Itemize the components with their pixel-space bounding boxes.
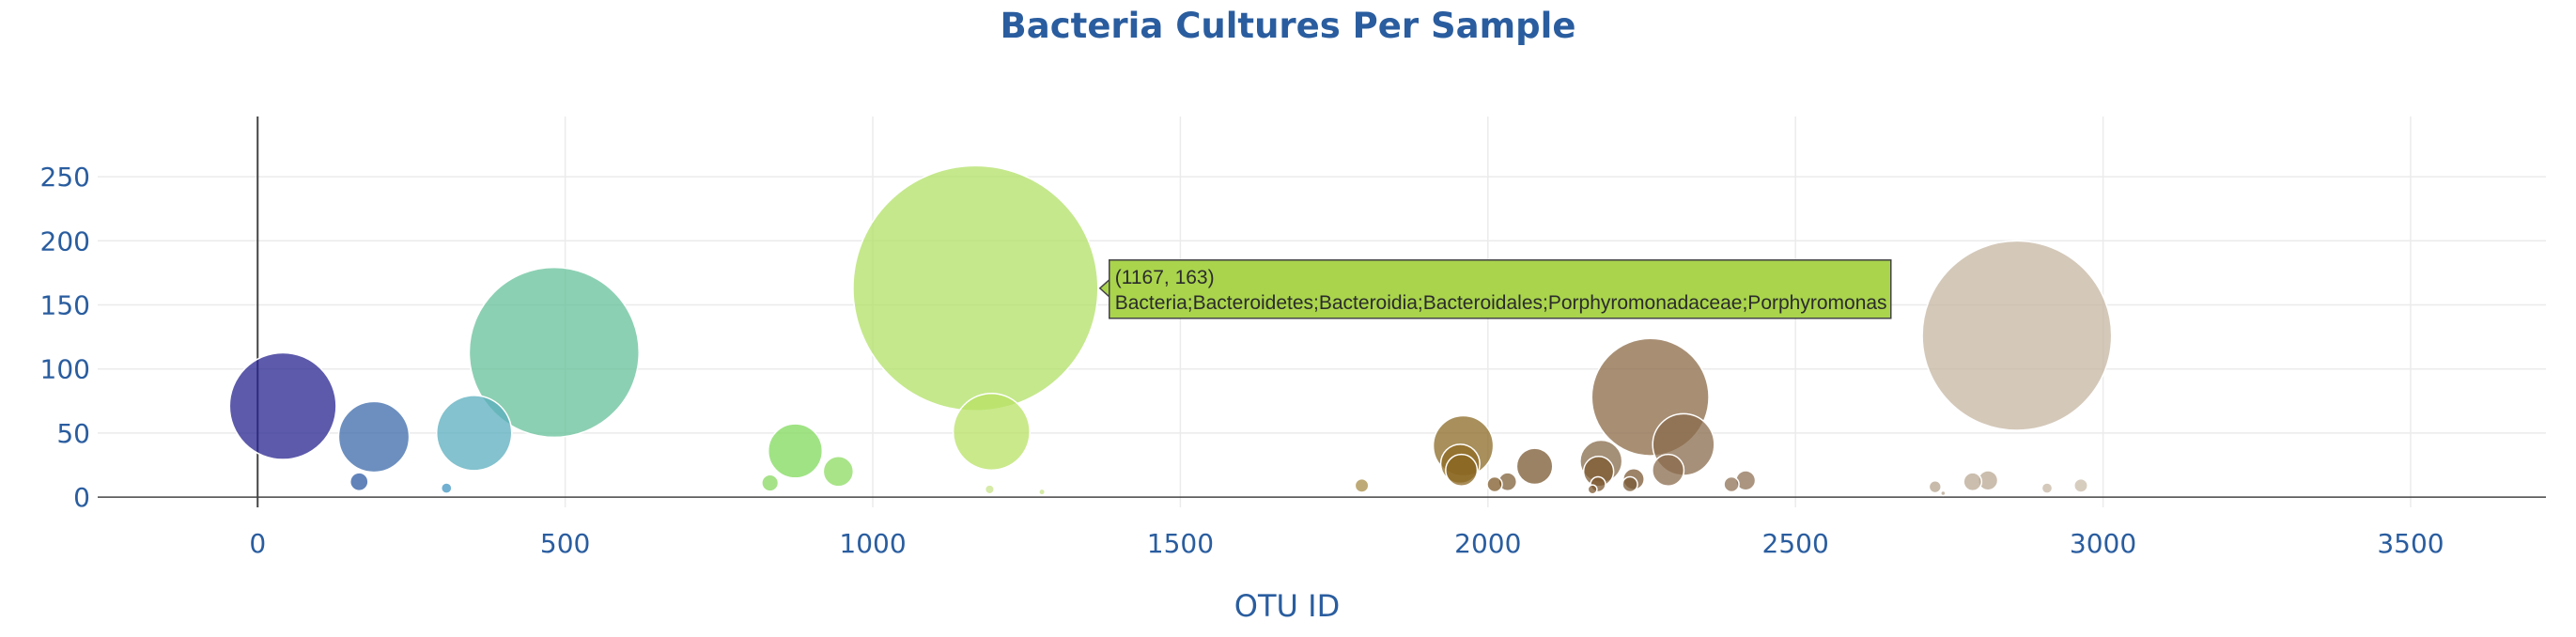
bubble-point[interactable] [1038,488,1047,496]
bubble-point[interactable] [1622,475,1638,493]
bubble-point[interactable] [1515,447,1554,486]
y-tick-label: 200 [40,225,90,256]
tooltip-box [1109,259,1892,319]
x-tick-label: 3000 [2070,528,2136,559]
bubble-point[interactable] [1486,475,1503,493]
x-tick-label: 2000 [1454,528,1521,559]
bubble-point[interactable] [1445,453,1479,487]
y-tick-label: 250 [40,162,90,193]
x-axis-label: OTU ID [1234,588,1340,624]
tooltip-pointer [1098,278,1110,299]
bubble-point[interactable] [1723,475,1740,493]
x-tick-label: 1000 [839,528,906,559]
bubble-point[interactable] [852,164,1099,412]
bubble-point[interactable] [349,472,369,492]
bubble-point[interactable] [435,395,513,472]
bubble-point[interactable] [468,266,640,439]
bubble-point[interactable] [440,482,453,494]
y-tick-label: 100 [40,354,90,385]
x-tick-label: 500 [540,528,590,559]
x-tick-label: 0 [249,528,266,559]
tooltip-taxonomy: Bacteria;Bacteroidetes;Bacteroidia;Bacte… [1115,292,1887,314]
bubble-point[interactable] [1928,480,1942,494]
bubble-point[interactable] [1652,453,1685,487]
bubble-point[interactable] [822,456,855,488]
bubble-point[interactable] [337,400,411,474]
bubble-point[interactable] [952,392,1031,472]
bubble-point[interactable] [2073,477,2088,493]
chart-title: Bacteria Cultures Per Sample [1001,6,1576,46]
bubble-point[interactable] [767,423,824,479]
x-tick-label: 1500 [1147,528,1214,559]
y-tick-label: 150 [40,289,90,320]
bubble-point[interactable] [2041,482,2054,494]
bubble-point[interactable] [1940,489,1947,497]
tooltip-coordinates: (1167, 163) [1115,267,1215,288]
hover-tooltip: (1167, 163) Bacteria;Bacteroidetes;Bacter… [1098,259,1892,319]
bubble-series[interactable] [228,164,2113,497]
tick-labels: 0 500 1000 1500 2000 2500 3000 3500 0 50 100 150 200… [40,162,2444,559]
bubble-point[interactable] [228,351,337,460]
x-tick-label: 3500 [2377,528,2444,559]
y-tick-label: 50 [56,418,90,449]
bubble-point[interactable] [1921,240,2113,431]
bubble-point[interactable] [1963,472,1983,492]
x-tick-label: 2500 [1762,528,1829,559]
bubble-point[interactable] [1354,477,1370,493]
bubble-point[interactable] [761,474,780,492]
bubble-point[interactable] [984,484,995,495]
bubble-point[interactable] [1587,484,1598,495]
y-tick-label: 0 [73,482,90,513]
